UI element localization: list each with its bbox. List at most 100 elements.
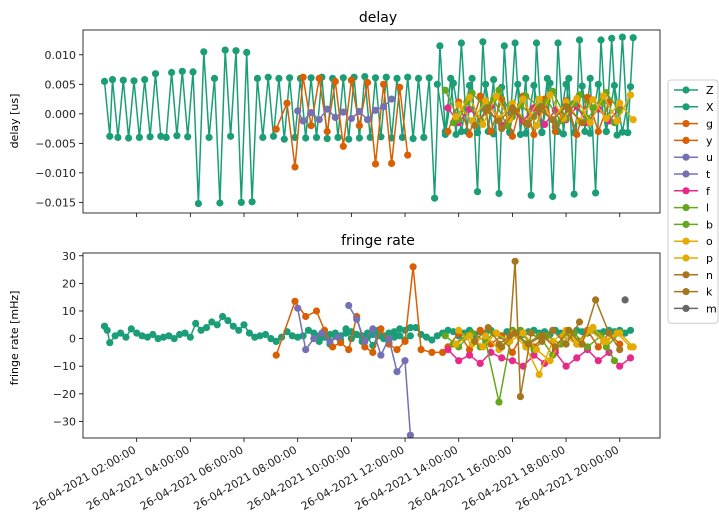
delay-point-Z	[168, 68, 176, 77]
delay-point-l	[495, 86, 503, 94]
fringe-rate-point-X	[406, 332, 414, 340]
delay-point-f	[541, 120, 549, 129]
delay-point-X	[473, 129, 482, 137]
delay-point-p	[586, 119, 594, 127]
fringe-rate-point-y	[476, 326, 484, 334]
legend-item-u: u	[674, 151, 713, 164]
delay-point-g	[323, 127, 331, 136]
legend-marker	[682, 204, 690, 212]
fringe-rate-point-Z	[213, 321, 221, 329]
delay-point-X	[602, 127, 610, 136]
delay-point-Z	[414, 74, 423, 82]
fringe-rate-point-g	[329, 343, 337, 351]
fringe-rate-point-f	[594, 357, 602, 365]
fringe-rate-point-Z	[165, 332, 173, 340]
delay-point-X	[578, 82, 586, 90]
fringe-rate-point-Z	[626, 326, 635, 334]
fringe-rate-point-Z	[444, 326, 452, 334]
fringe-rate-point-p	[519, 329, 527, 337]
fringe-rate-point-l	[495, 398, 503, 406]
delay-point-g	[363, 78, 372, 87]
delay-plot-frame	[82, 29, 661, 214]
fringe-rate-point-g	[272, 351, 280, 359]
fringe-rate-point-n	[484, 324, 492, 332]
fringe-rate-point-Z	[159, 333, 168, 341]
legend-item-g: g	[674, 118, 713, 131]
delay-point-Z	[162, 133, 170, 141]
legend-label: X	[706, 101, 714, 114]
delay-axes: delay delay [us] 0.010 0.005 0.000 −0.005 −0…	[8, 10, 661, 217]
fringe-rate-point-Z	[103, 326, 111, 334]
fringe-rate-point-Z	[390, 328, 398, 336]
delay-point-Z	[457, 39, 465, 47]
fringe-rate-point-Z	[621, 329, 629, 337]
legend-label: k	[706, 286, 713, 299]
x-tick-label: 26-04-2021 20:00:00	[514, 443, 622, 513]
delay-point-Z	[436, 42, 444, 50]
delay-point-Z	[334, 133, 342, 141]
fringe-rate-point-g	[377, 325, 385, 333]
delay-point-Z	[269, 132, 278, 140]
legend-marker	[682, 220, 690, 228]
fringe-rate-point-k	[511, 257, 519, 265]
delay-point-X	[457, 127, 465, 136]
delay-point-X	[482, 80, 490, 88]
fringe-rate-point-X	[342, 329, 350, 337]
fringe-rate-series-m	[621, 296, 629, 304]
fringe-rate-point-u	[294, 304, 302, 312]
delay-point-Z	[608, 34, 616, 42]
delay-point-X	[626, 83, 635, 91]
fringe-rate-point-y	[465, 346, 474, 354]
fringe-rate-point-g	[361, 343, 369, 351]
fringe-rate-point-Z	[272, 337, 280, 345]
fringe-rate-point-k	[538, 337, 546, 345]
delay-point-p	[626, 91, 635, 99]
fringe-rate-point-Z	[154, 335, 162, 343]
delay-point-u	[339, 108, 347, 116]
fringe-rate-point-Z	[224, 317, 232, 325]
delay-point-g	[299, 73, 307, 81]
fringe-rate-point-n	[616, 346, 624, 354]
fringe-rate-point-k	[527, 329, 535, 337]
delay-point-Z	[618, 33, 627, 41]
delay-point-y	[594, 127, 602, 136]
delay-point-Z	[549, 192, 557, 201]
fringe-rate-point-Z	[256, 332, 264, 340]
fringe-rate-point-t	[385, 335, 393, 343]
fringe-rate-point-Z	[138, 332, 146, 340]
fringe-rate-point-Z	[106, 339, 114, 347]
delay-point-p	[613, 117, 621, 125]
delay-point-n	[498, 125, 506, 133]
delay-point-Z	[221, 46, 229, 54]
delay-point-t	[388, 95, 396, 103]
delay-point-p	[452, 113, 460, 121]
delay-point-b	[449, 119, 457, 127]
fringe-rate-point-Z	[202, 324, 211, 332]
fringe-rate-point-t	[406, 431, 414, 438]
delay-point-y	[583, 93, 592, 101]
delay-point-Z	[479, 38, 487, 46]
delay-point-p	[532, 122, 541, 130]
fringe-rate-point-f	[476, 359, 484, 367]
fringe-rate-point-k	[516, 393, 525, 401]
legend-marker	[682, 120, 690, 128]
delay-y-tick-label: 0.010	[45, 49, 77, 62]
fringe-rate-point-u	[326, 337, 334, 345]
fringe-rate-axes: fringe rate fringe rate [mHz] 30 20 10 0 −10…	[8, 233, 661, 513]
delay-point-y	[444, 127, 452, 136]
fringe-rate-point-t	[377, 351, 385, 359]
fringe-rate-point-p	[586, 326, 594, 334]
delay-point-Z	[613, 131, 621, 139]
fringe-rate-point-k	[506, 332, 514, 340]
delay-point-n	[471, 122, 479, 130]
fringe-rate-point-u	[318, 329, 326, 337]
fringe-rate-point-n	[551, 343, 559, 351]
fringe-rate-point-Z	[245, 329, 253, 337]
fringe-rate-point-l	[441, 332, 449, 340]
fringe-rate-point-X	[353, 330, 361, 339]
delay-point-Z	[227, 132, 235, 140]
delay-point-Z	[490, 76, 498, 84]
fringe-rate-point-Z	[304, 326, 312, 334]
fringe-rate-point-Z	[433, 332, 441, 340]
delay-point-Z	[232, 47, 240, 55]
